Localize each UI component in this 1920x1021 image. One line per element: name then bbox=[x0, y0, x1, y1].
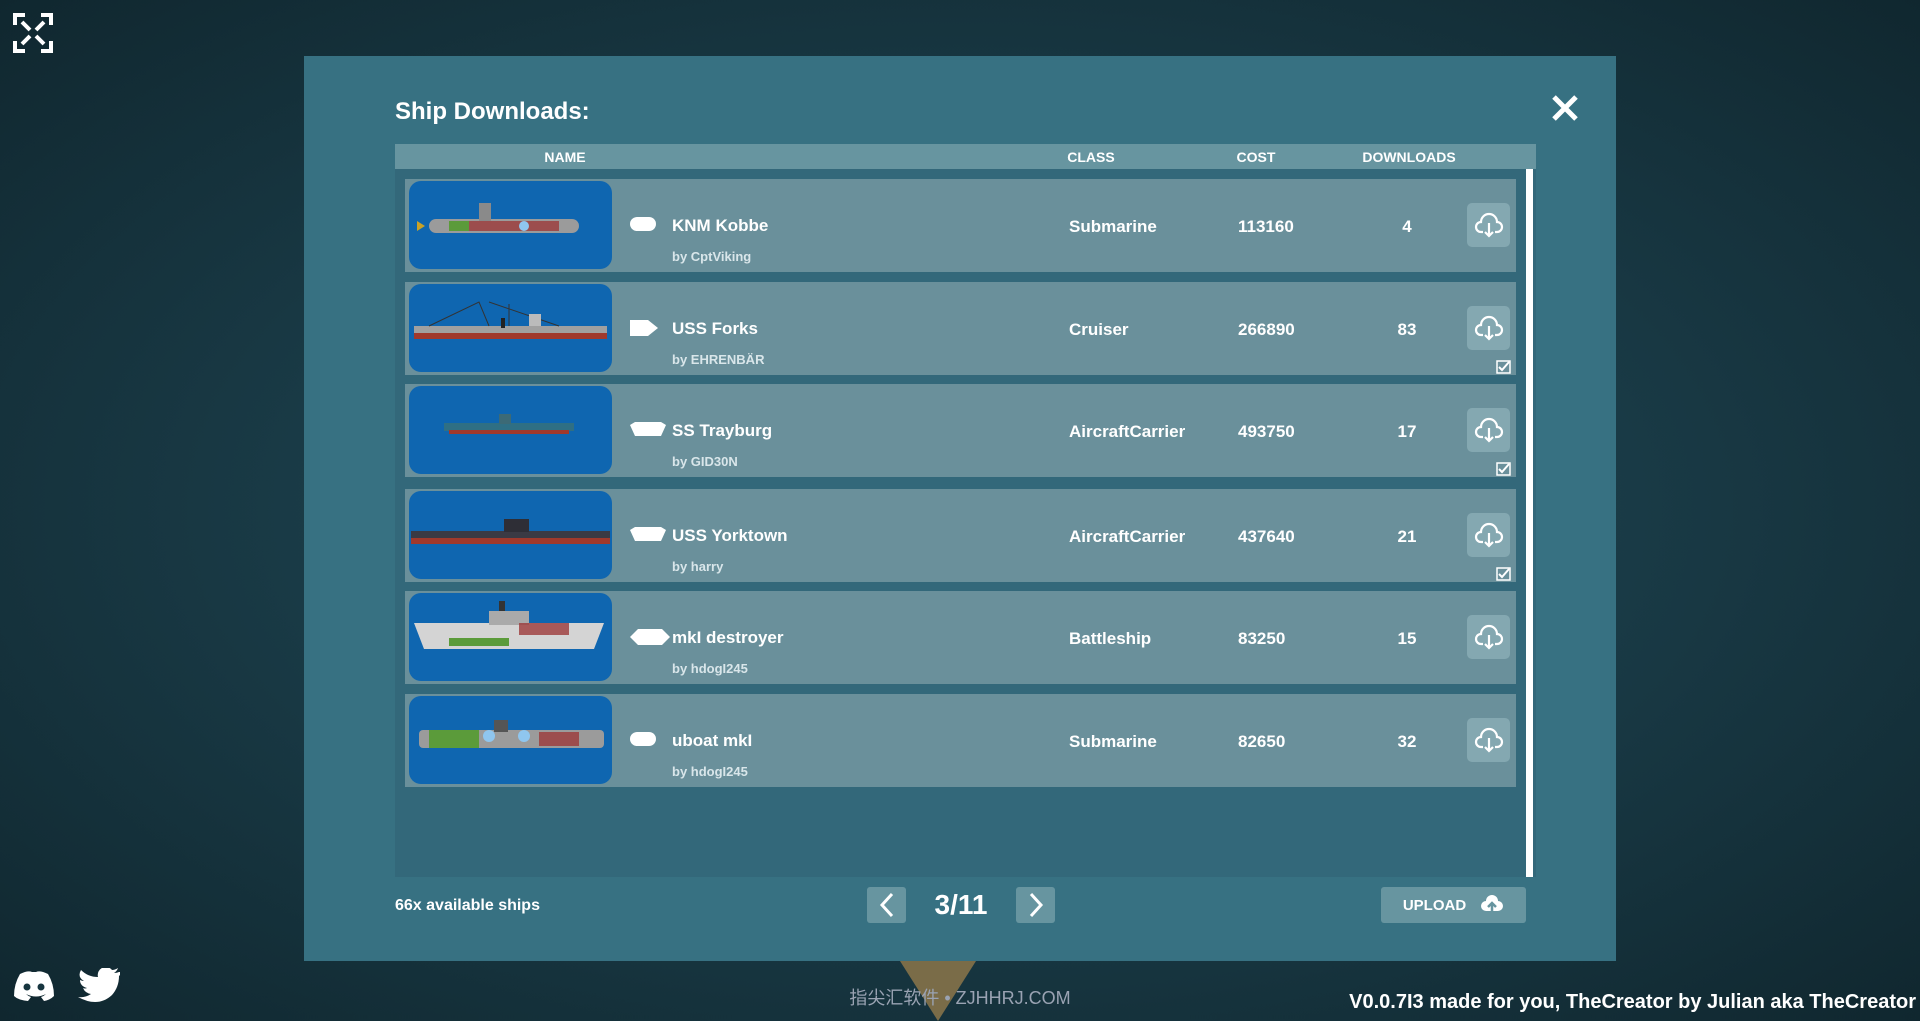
ship-row[interactable]: SS Trayburg by GID30N AircraftCarrier 49… bbox=[405, 384, 1516, 477]
twitter-icon[interactable] bbox=[78, 966, 123, 1009]
ship-cost: 437640 bbox=[1238, 527, 1295, 546]
upload-label: UPLOAD bbox=[1402, 896, 1467, 914]
ship-author: by EHRENBÄR bbox=[672, 352, 765, 367]
ship-cost: 82650 bbox=[1238, 732, 1286, 751]
ship-author: by CptViking bbox=[672, 249, 752, 264]
background-object bbox=[900, 961, 976, 1021]
ship-thumbnail bbox=[409, 386, 612, 474]
ship-downloads: 15 bbox=[1397, 629, 1417, 648]
page-indicator: 3/11 bbox=[934, 889, 988, 920]
ship-row[interactable]: USS Yorktown by harry AircraftCarrier 43… bbox=[405, 489, 1516, 582]
ship-type-icon bbox=[630, 422, 666, 441]
ship-class: Cruiser bbox=[1069, 320, 1129, 339]
ship-row[interactable]: uboat mkI by hdogI245 Submarine 82650 32 bbox=[405, 694, 1516, 787]
ship-cost: 266890 bbox=[1238, 320, 1295, 339]
column-name[interactable]: NAME bbox=[544, 149, 586, 165]
scrollbar[interactable] bbox=[1526, 169, 1533, 877]
ship-cost: 493750 bbox=[1238, 422, 1295, 441]
ship-row[interactable]: USS Forks by EHRENBÄR Cruiser 266890 83 bbox=[405, 282, 1516, 375]
downloaded-checkbox[interactable] bbox=[1496, 462, 1511, 476]
ship-class: AircraftCarrier bbox=[1069, 422, 1186, 441]
ship-thumbnail bbox=[409, 181, 612, 269]
ship-name: KNM Kobbe bbox=[672, 216, 769, 235]
ship-thumbnail bbox=[409, 491, 612, 579]
ship-name: uboat mkI bbox=[672, 731, 753, 750]
ship-type-icon bbox=[630, 629, 670, 650]
ship-cost: 83250 bbox=[1238, 629, 1286, 648]
ship-name: USS Yorktown bbox=[672, 526, 788, 545]
prev-page-button[interactable] bbox=[867, 887, 906, 923]
upload-button[interactable]: UPLOAD bbox=[1381, 887, 1526, 923]
column-cost[interactable]: COST bbox=[1236, 149, 1276, 165]
ship-name: SS Trayburg bbox=[672, 421, 773, 440]
dialog-title: Ship Downloads: bbox=[395, 98, 590, 125]
ship-author: by hdogI245 bbox=[672, 764, 748, 779]
chevron-right-icon bbox=[1029, 892, 1043, 918]
ship-name: mkI destroyer bbox=[672, 628, 784, 647]
ship-author: by GID30N bbox=[672, 454, 738, 469]
download-button[interactable] bbox=[1467, 408, 1510, 452]
close-icon[interactable] bbox=[1549, 92, 1581, 124]
ship-downloads: 17 bbox=[1397, 422, 1417, 441]
ship-type-icon bbox=[630, 732, 656, 751]
ship-thumbnail bbox=[409, 593, 612, 681]
download-button[interactable] bbox=[1467, 615, 1510, 659]
fullscreen-icon[interactable] bbox=[12, 12, 54, 59]
cloud-download-icon bbox=[1474, 417, 1503, 443]
available-ships-count: 66x available ships bbox=[395, 897, 540, 914]
ship-cost: 113160 bbox=[1238, 217, 1294, 236]
chevron-left-icon bbox=[879, 892, 893, 918]
ship-type-icon bbox=[630, 527, 666, 546]
download-button[interactable] bbox=[1467, 718, 1510, 762]
cloud-download-icon bbox=[1474, 522, 1503, 548]
discord-icon[interactable] bbox=[12, 970, 56, 1007]
ship-name: USS Forks bbox=[672, 319, 758, 338]
ship-downloads: 21 bbox=[1397, 527, 1417, 546]
column-downloads[interactable]: DOWNLOADS bbox=[1362, 149, 1456, 165]
download-button[interactable] bbox=[1467, 203, 1510, 247]
next-page-button[interactable] bbox=[1016, 887, 1055, 923]
column-class[interactable]: CLASS bbox=[1067, 149, 1115, 165]
download-button[interactable] bbox=[1467, 513, 1510, 557]
ship-class: Submarine bbox=[1069, 217, 1157, 236]
table-header: NAME CLASS COST DOWNLOADS bbox=[395, 144, 1536, 169]
ship-class: Submarine bbox=[1069, 732, 1157, 751]
cloud-download-icon bbox=[1474, 624, 1503, 650]
ship-downloads: 83 bbox=[1397, 320, 1417, 339]
watermark: 指尖汇软件 • ZJHHRJ.COM bbox=[849, 988, 1071, 1008]
ship-downloads: 32 bbox=[1397, 732, 1417, 751]
ship-type-icon bbox=[630, 320, 658, 341]
ship-class: AircraftCarrier bbox=[1069, 527, 1186, 546]
cloud-download-icon bbox=[1474, 315, 1503, 341]
ship-author: by hdogI245 bbox=[672, 661, 748, 676]
download-button[interactable] bbox=[1467, 306, 1510, 350]
downloaded-checkbox[interactable] bbox=[1496, 360, 1511, 374]
ship-class: Battleship bbox=[1069, 629, 1152, 648]
ship-row[interactable]: mkI destroyer by hdogI245 Battleship 832… bbox=[405, 591, 1516, 684]
ship-thumbnail bbox=[409, 284, 612, 372]
cloud-download-icon bbox=[1474, 212, 1503, 238]
downloaded-checkbox[interactable] bbox=[1496, 567, 1511, 581]
cloud-upload-icon bbox=[1481, 895, 1504, 914]
ship-type-icon bbox=[630, 217, 656, 236]
cloud-download-icon bbox=[1474, 727, 1503, 753]
ship-downloads: 4 bbox=[1402, 217, 1412, 236]
ship-thumbnail bbox=[409, 696, 612, 784]
version-text: V0.0.7I3 made for you, TheCreator by Jul… bbox=[1349, 991, 1916, 1013]
ship-author: by harry bbox=[672, 559, 724, 574]
ship-row[interactable]: KNM Kobbe by CptViking Submarine 113160 … bbox=[405, 179, 1516, 272]
